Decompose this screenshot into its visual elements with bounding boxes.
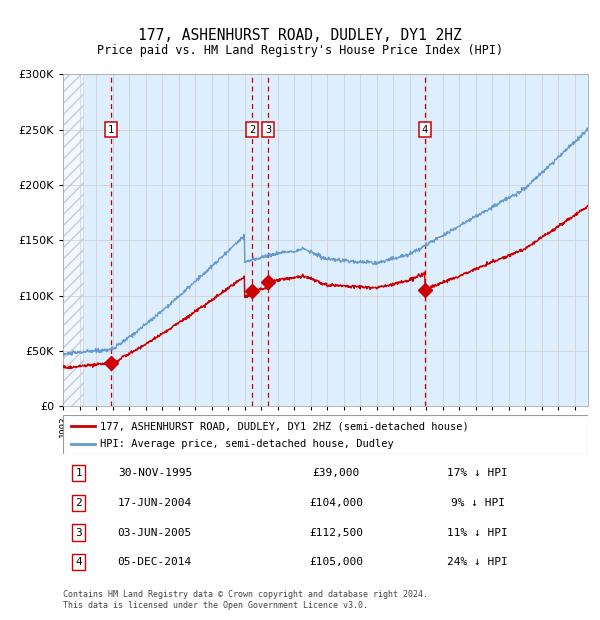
Text: £104,000: £104,000	[309, 498, 363, 508]
Text: 4: 4	[422, 125, 428, 135]
Text: 3: 3	[265, 125, 271, 135]
Text: 05-DEC-2014: 05-DEC-2014	[118, 557, 192, 567]
Text: 177, ASHENHURST ROAD, DUDLEY, DY1 2HZ (semi-detached house): 177, ASHENHURST ROAD, DUDLEY, DY1 2HZ (s…	[100, 421, 469, 431]
Text: 2: 2	[249, 125, 256, 135]
Text: 17% ↓ HPI: 17% ↓ HPI	[448, 467, 508, 478]
Text: 2: 2	[76, 498, 82, 508]
Text: 30-NOV-1995: 30-NOV-1995	[118, 467, 192, 478]
Text: 1: 1	[76, 467, 82, 478]
Bar	[63, 74, 83, 406]
Text: Contains HM Land Registry data © Crown copyright and database right 2024.
This d: Contains HM Land Registry data © Crown c…	[63, 590, 428, 609]
Text: 3: 3	[76, 528, 82, 538]
Text: 17-JUN-2004: 17-JUN-2004	[118, 498, 192, 508]
Text: £39,000: £39,000	[313, 467, 359, 478]
Text: 03-JUN-2005: 03-JUN-2005	[118, 528, 192, 538]
Text: £105,000: £105,000	[309, 557, 363, 567]
Text: 1: 1	[108, 125, 114, 135]
Text: 9% ↓ HPI: 9% ↓ HPI	[451, 498, 505, 508]
Text: £112,500: £112,500	[309, 528, 363, 538]
Text: 11% ↓ HPI: 11% ↓ HPI	[448, 528, 508, 538]
Text: 4: 4	[76, 557, 82, 567]
Text: 177, ASHENHURST ROAD, DUDLEY, DY1 2HZ: 177, ASHENHURST ROAD, DUDLEY, DY1 2HZ	[138, 29, 462, 43]
Text: HPI: Average price, semi-detached house, Dudley: HPI: Average price, semi-detached house,…	[100, 439, 394, 450]
Text: Price paid vs. HM Land Registry's House Price Index (HPI): Price paid vs. HM Land Registry's House …	[97, 45, 503, 57]
Text: 24% ↓ HPI: 24% ↓ HPI	[448, 557, 508, 567]
